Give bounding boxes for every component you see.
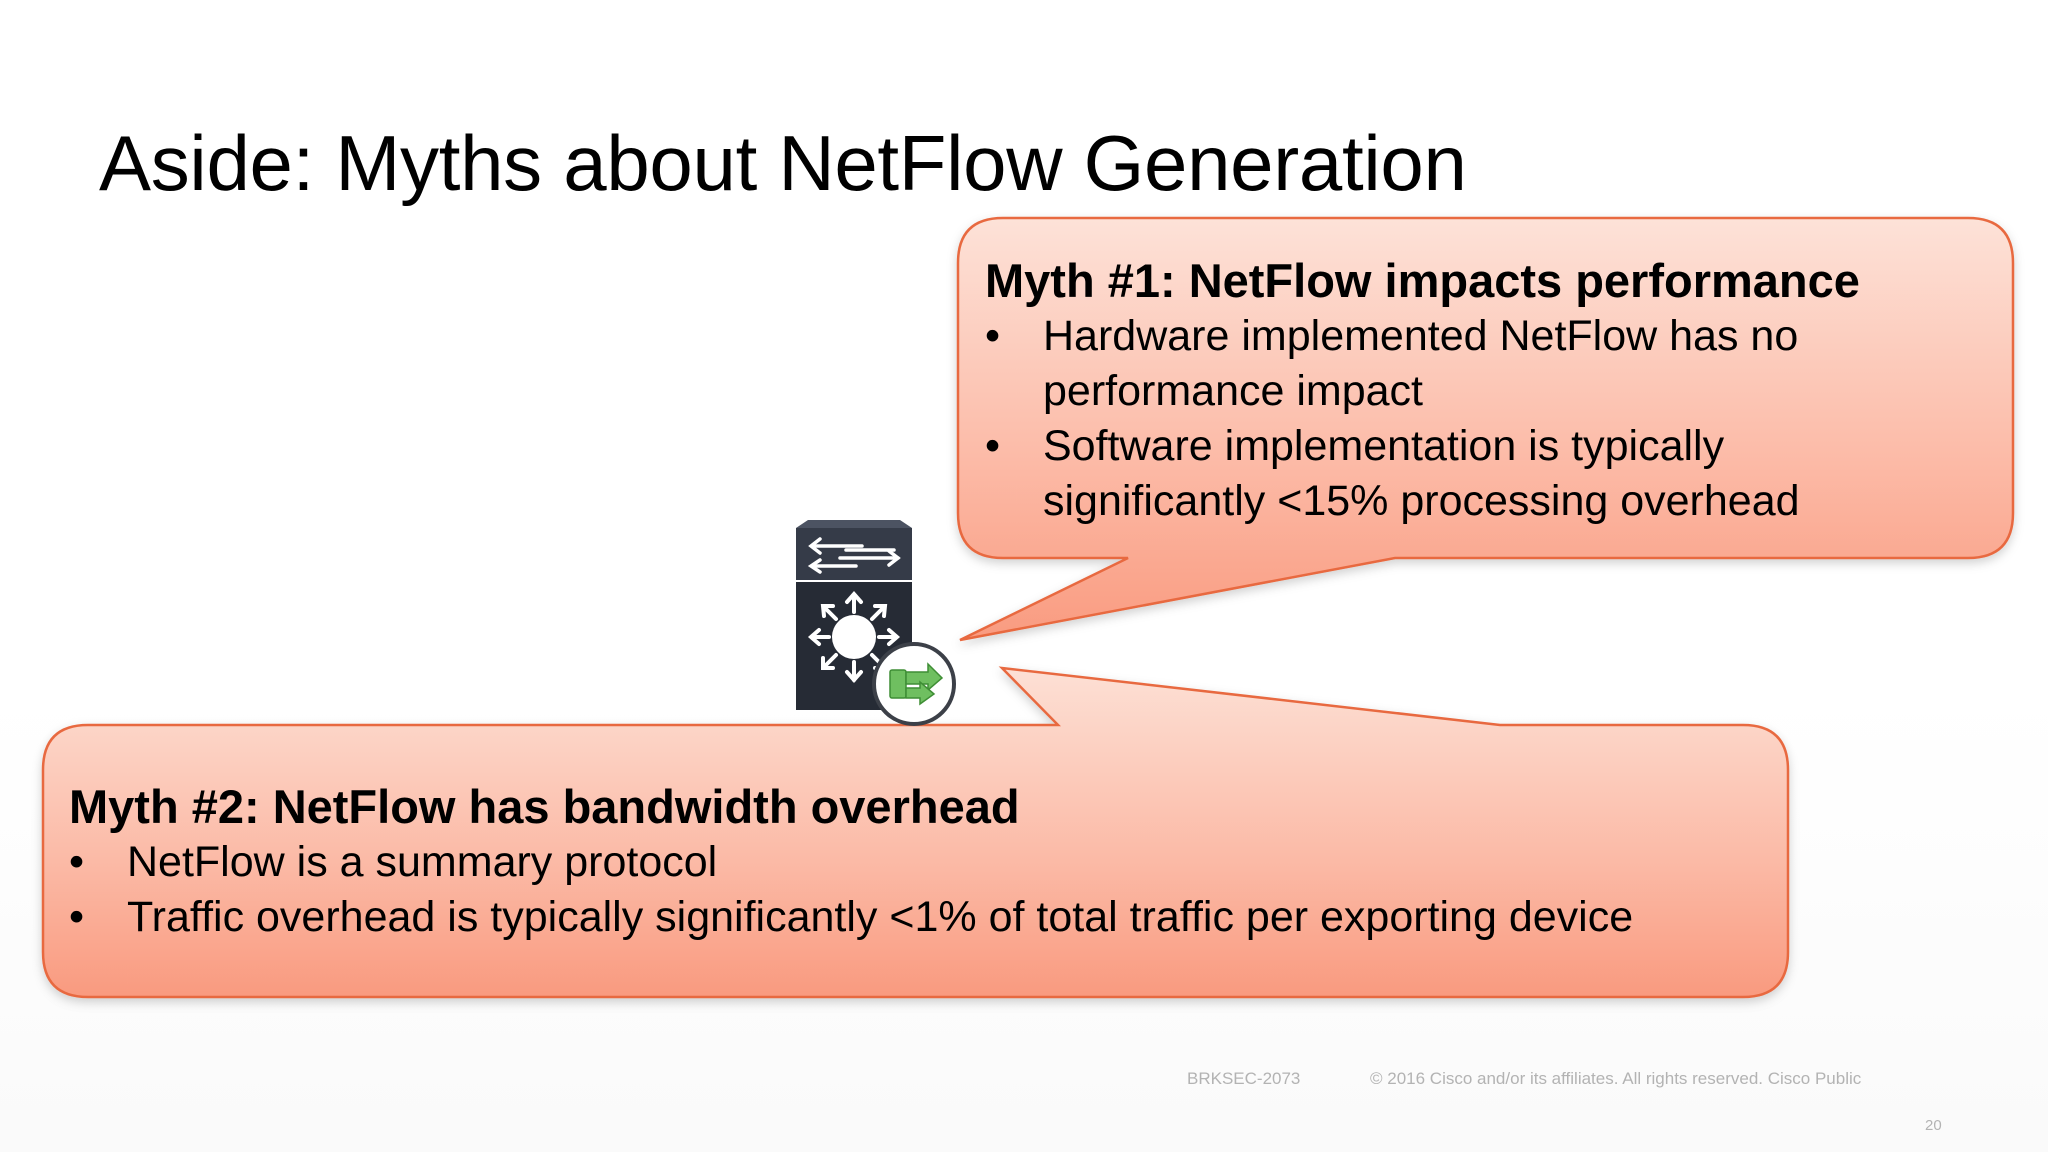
myth2-heading: Myth #2: NetFlow has bandwidth overhead [69,780,1020,833]
bullet-icon: • [985,422,1001,470]
page-number: 20 [1925,1117,1942,1134]
list-item: • Hardware implemented NetFlow has no pe… [985,309,1863,419]
myth1-callout-bubble [956,216,2015,642]
bullet-icon: • [985,312,1001,360]
slide-title: Aside: Myths about NetFlow Generation [99,119,1467,207]
myth2-bullet-text: NetFlow is a summary protocol [127,838,718,886]
myth1-bullet-list: • Hardware implemented NetFlow has no pe… [985,309,1985,529]
myth1-callout: Myth #1: NetFlow impacts performance • H… [985,253,1985,529]
myth1-heading: Myth #1: NetFlow impacts performance [985,254,1860,307]
multilayer-switch-netflow-icon [796,520,956,726]
bullet-icon: • [69,838,85,886]
myth2-callout: Myth #2: NetFlow has bandwidth overhead … [69,779,1769,945]
myth1-bullet-text: Hardware implemented NetFlow has no perf… [1043,312,1799,415]
footer-copyright: © 2016 Cisco and/or its affiliates. All … [1370,1069,1862,1088]
myth2-bullet-text: Traffic overhead is typically significan… [127,893,1634,941]
myth2-bullet-list: • NetFlow is a summary protocol • Traffi… [69,835,1769,945]
list-item: • Software implementation is typically s… [985,419,1863,529]
list-item: • Traffic overhead is typically signific… [69,890,1769,945]
list-item: • NetFlow is a summary protocol [69,835,1769,890]
myth1-bullet-text: Software implementation is typically sig… [1043,422,1800,525]
footer-session-code: BRKSEC-2073 [1187,1069,1301,1088]
bullet-icon: • [69,893,85,941]
myth2-callout-bubble [41,666,1790,999]
